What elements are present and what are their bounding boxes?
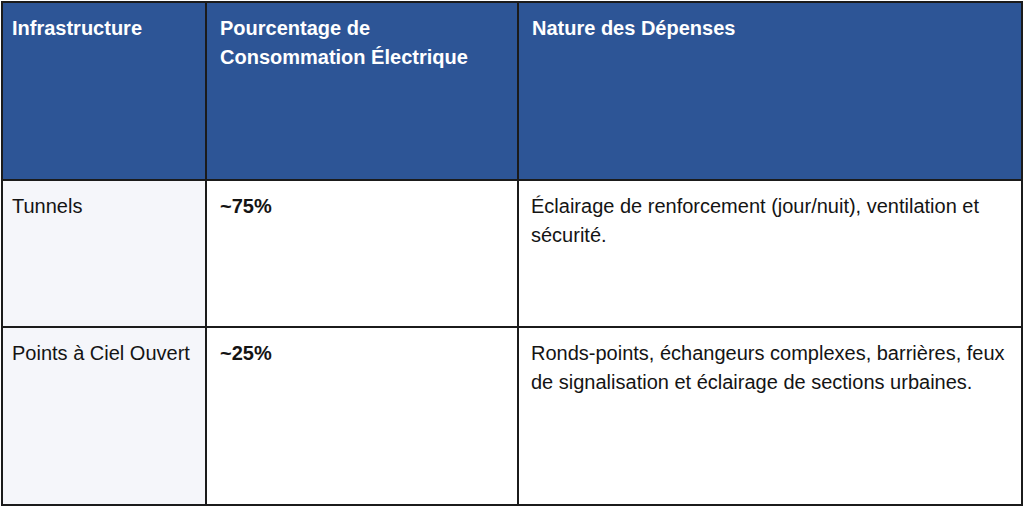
header-pourcentage-consommation: Pourcentage de Consommation Électrique <box>206 2 518 180</box>
cell-percentage-points-ciel-ouvert: ~25% <box>206 327 518 505</box>
infrastructure-consumption-table: Infrastructure Pourcentage de Consommati… <box>1 1 1023 506</box>
cell-percentage-tunnels: ~75% <box>206 180 518 327</box>
table-row-tunnels: Tunnels ~75% Éclairage de renforcement (… <box>2 180 1022 327</box>
header-infrastructure: Infrastructure <box>2 2 206 180</box>
cell-infrastructure-tunnels: Tunnels <box>2 180 206 327</box>
table-header-row: Infrastructure Pourcentage de Consommati… <box>2 2 1022 180</box>
cell-nature-tunnels: Éclairage de renforcement (jour/nuit), v… <box>518 180 1022 327</box>
document-page: Infrastructure Pourcentage de Consommati… <box>0 0 1024 507</box>
header-nature-depenses: Nature des Dépenses <box>518 2 1022 180</box>
table-row-points-ciel-ouvert: Points à Ciel Ouvert ~25% Ronds-points, … <box>2 327 1022 505</box>
cell-nature-points-ciel-ouvert: Ronds-points, échangeurs complexes, barr… <box>518 327 1022 505</box>
table-body: Tunnels ~75% Éclairage de renforcement (… <box>2 180 1022 505</box>
cell-infrastructure-points-ciel-ouvert: Points à Ciel Ouvert <box>2 327 206 505</box>
table-header: Infrastructure Pourcentage de Consommati… <box>2 2 1022 180</box>
